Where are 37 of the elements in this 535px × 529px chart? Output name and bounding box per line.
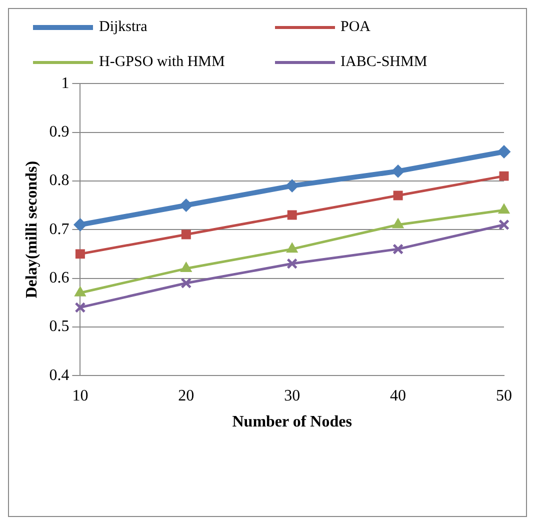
- y-tick-label: 1: [61, 74, 70, 92]
- x-tick-label: 20: [178, 387, 194, 404]
- point: [499, 171, 509, 181]
- point: [286, 179, 299, 192]
- point: [181, 230, 191, 240]
- point: [393, 190, 403, 200]
- x-tick-label: 10: [72, 387, 88, 404]
- y-tick-label: 0.9: [49, 123, 70, 140]
- legend-label: H-GPSO with HMM: [99, 54, 225, 71]
- point: [74, 302, 86, 313]
- y-tick-label: 0.6: [49, 269, 70, 286]
- legend-label: POA: [340, 19, 371, 36]
- y-tick-label: 0.4: [49, 366, 70, 384]
- y-axis-title: Delay(milli seconds): [24, 160, 41, 298]
- point: [498, 219, 510, 230]
- point: [74, 286, 86, 296]
- y-tick-label: 0.5: [49, 318, 70, 336]
- legend-label: IABC-SHMM: [340, 54, 428, 71]
- x-axis-title: Number of Nodes: [232, 414, 352, 431]
- x-tick-label: 40: [390, 387, 406, 404]
- x-tick-label: 30: [284, 387, 300, 404]
- point: [392, 164, 405, 178]
- point: [180, 198, 193, 212]
- point: [286, 242, 298, 253]
- point: [286, 258, 298, 270]
- point: [392, 218, 404, 228]
- point: [287, 210, 297, 220]
- y-tick-label: 0.8: [49, 172, 70, 190]
- legend-label: Dijkstra: [99, 19, 148, 36]
- point: [392, 244, 404, 255]
- y-tick-label: 0.7: [49, 220, 70, 238]
- point: [180, 262, 192, 272]
- point: [498, 204, 510, 214]
- x-tick-label: 50: [496, 387, 512, 404]
- point: [180, 278, 192, 289]
- point: [498, 145, 510, 158]
- point: [75, 249, 85, 259]
